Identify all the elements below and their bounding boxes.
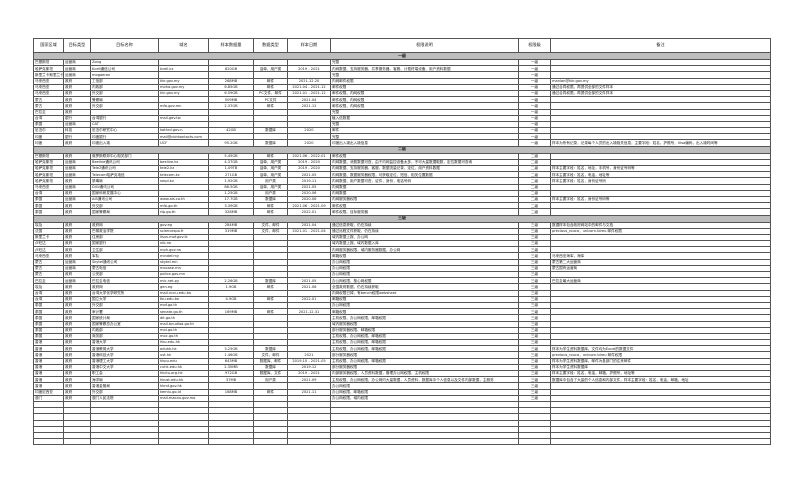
empty-cell[interactable] (33, 438, 64, 446)
table-row: 法国 政府 巴黎政治学院 sciencespo.fr 319MB 文件、邮件 2021.01… (33, 227, 771, 235)
section-header: 三級 (33, 214, 771, 223)
header-permission-level[interactable]: 权限级 (518, 38, 551, 53)
section-header: 一級 (33, 52, 771, 60)
header-notes[interactable]: 备注 (550, 38, 771, 53)
header-data-type[interactable]: 数据类型 (253, 38, 288, 53)
table-row: 埃及 政府 政府网 gen.eg 1.9GB 邮件 2021.06 全国政府数据，仍在持续获取… (33, 283, 771, 291)
cell-notes[interactable]: 样本为所有记录，记录每个人员的出入境相关信息，主要字段：姓名，护照号，Visa编… (550, 139, 771, 147)
table-row: 泰国 政府 国家警察局 rtp.go.th 328MB 邮件 2022.01 邮件权限、目标服… (33, 208, 771, 216)
header-target-name[interactable]: 目标名称 (90, 38, 159, 53)
cell-permission-desc[interactable]: 主机权限、办公网权限、办公网内大量数据，人员资料，数据库中个人信息以及文件内部数… (330, 376, 519, 384)
table-row: 卢旺达 政府 卫生部 moh.gov.rw 内网服务器权限，域内服务器数据，办公网 三级 (33, 246, 771, 254)
cell-sample-date[interactable]: 2021.06 - 2022.01 (287, 152, 331, 160)
section-label: 二級 (33, 145, 771, 154)
table-row: 台湾 银行 台湾银行 mail.gov.tw 植入信数据 一级 (33, 114, 771, 122)
header-sample-date[interactable]: 样本日期 (287, 38, 331, 53)
empty-cell[interactable] (550, 438, 771, 446)
cell-sample-date[interactable]: 2019.10 - 2021.05 (287, 357, 331, 365)
empty-cell[interactable] (287, 438, 331, 446)
table-row: 香港 政府 香港教育大学 eduhk.hk 3.25GB 数据库 主机权限、办公网权限、邮箱… (33, 345, 771, 353)
empty-row (33, 413, 771, 421)
section-header: 二級 (33, 145, 771, 154)
empty-cell[interactable] (253, 438, 288, 446)
empty-cell[interactable] (63, 438, 91, 446)
cell-sample-date[interactable]: 2021.04 - 2021.12 (287, 83, 331, 91)
table-row: 印度 政府 印度出入境 UCF 95.2GB 数据库 2020 印度出入境出入境信息 一级 样本为… (33, 139, 771, 147)
table-row: 泰国 政府 外交部 mof.go.th 办公网权限 三级 (33, 301, 771, 310)
section-label: 三級 (33, 214, 771, 223)
table-row: 斯里兰卡 政府 住房部 ilsus.mof.gov.lk 域内数据上报、办公网 三级 (33, 233, 771, 242)
table-row: 泰国 政府 审计署 senate.go.th 169MB 邮件 2021.12.31 邮箱权限… (33, 308, 771, 316)
cell-sample-date[interactable]: 2021.01 - 2021.12 (287, 89, 331, 98)
table-row: 哈萨克斯坦 运营商 Kcell通信公司 kcell.kz 820GB 话单、用户类 2019… (33, 65, 771, 73)
header-target-type[interactable]: 目标类型 (63, 38, 91, 53)
empty-cell[interactable] (518, 438, 551, 446)
cell-sample-date[interactable]: 2021.06 - 2021.09 (287, 202, 331, 210)
cell-sample-date[interactable]: 2021.01 - 2021.04 (287, 227, 331, 235)
header-country[interactable]: 国家区域 (33, 38, 64, 53)
cell-country[interactable]: 斯里兰卡斯里兰卡 (33, 71, 64, 79)
empty-cell[interactable] (158, 438, 209, 446)
header-permission-desc[interactable]: 权限说明 (330, 38, 519, 53)
table-row: 香港 政府 职工会 hkctu.org.hk 972GB 数据库、文件 2019 - 202… (33, 369, 771, 378)
header-sample-size[interactable]: 样本数据量 (208, 38, 254, 53)
header-domain[interactable]: 域名 (158, 38, 209, 53)
header-row: 国家区域 目标类型 目标名称 域名 样本数据量 数据类型 样本日期 权限说明 权… (33, 38, 771, 53)
empty-cell[interactable] (330, 438, 519, 446)
spreadsheet-table: 国家区域 目标类型 目标名称 域名 样本数据量 数据类型 样本日期 权限说明 权… (33, 38, 771, 446)
cell-notes[interactable] (550, 208, 771, 216)
empty-cell[interactable] (90, 438, 159, 446)
table-row: 马来西亚 政府 内政部 moha.gov.my 6.85GB 邮件 2021.04 - 20… (33, 83, 771, 91)
empty-row (33, 438, 771, 446)
cell-domain[interactable]: mail@cbhkontacts.com (158, 133, 209, 141)
section-label: 一級 (33, 52, 771, 60)
empty-cell[interactable] (208, 438, 254, 446)
